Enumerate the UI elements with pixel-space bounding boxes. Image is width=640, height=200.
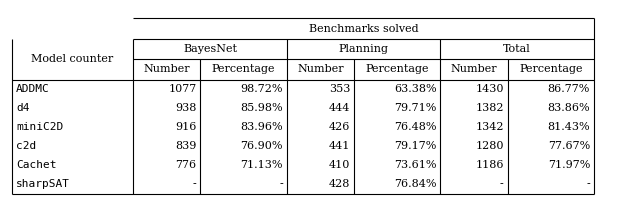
Text: 76.84%: 76.84% xyxy=(394,179,436,189)
Text: Percentage: Percentage xyxy=(212,64,275,74)
Text: 79.17%: 79.17% xyxy=(394,141,436,151)
Text: -: - xyxy=(500,179,504,189)
Text: Model counter: Model counter xyxy=(31,54,113,64)
Text: 85.98%: 85.98% xyxy=(240,103,283,113)
Text: 1382: 1382 xyxy=(475,103,504,113)
Text: 428: 428 xyxy=(329,179,350,189)
Text: 441: 441 xyxy=(329,141,350,151)
Text: 839: 839 xyxy=(175,141,196,151)
Text: 938: 938 xyxy=(175,103,196,113)
Text: d4: d4 xyxy=(16,103,29,113)
Text: 353: 353 xyxy=(329,84,350,94)
Text: 77.67%: 77.67% xyxy=(548,141,590,151)
Text: 776: 776 xyxy=(175,160,196,170)
Text: 79.71%: 79.71% xyxy=(394,103,436,113)
Text: 81.43%: 81.43% xyxy=(547,122,590,132)
Text: 76.48%: 76.48% xyxy=(394,122,436,132)
Text: 1430: 1430 xyxy=(475,84,504,94)
Text: Planning: Planning xyxy=(339,44,388,54)
Text: 1342: 1342 xyxy=(475,122,504,132)
Text: 1077: 1077 xyxy=(168,84,196,94)
Text: 76.90%: 76.90% xyxy=(241,141,283,151)
Text: 444: 444 xyxy=(329,103,350,113)
Text: -: - xyxy=(279,179,283,189)
Text: 426: 426 xyxy=(329,122,350,132)
Text: Number: Number xyxy=(297,64,344,74)
Text: Total: Total xyxy=(503,44,531,54)
Text: ADDMC: ADDMC xyxy=(16,84,50,94)
Text: 83.86%: 83.86% xyxy=(547,103,590,113)
Text: Percentage: Percentage xyxy=(365,64,429,74)
Text: Number: Number xyxy=(451,64,497,74)
Text: 83.96%: 83.96% xyxy=(240,122,283,132)
Text: Percentage: Percentage xyxy=(519,64,582,74)
Text: 1186: 1186 xyxy=(475,160,504,170)
Text: c2d: c2d xyxy=(16,141,36,151)
Text: 410: 410 xyxy=(329,160,350,170)
Text: 63.38%: 63.38% xyxy=(394,84,436,94)
Text: 1280: 1280 xyxy=(475,141,504,151)
Text: -: - xyxy=(586,179,590,189)
Text: 98.72%: 98.72% xyxy=(241,84,283,94)
Text: Benchmarks solved: Benchmarks solved xyxy=(308,24,419,34)
Text: -: - xyxy=(193,179,196,189)
Text: Number: Number xyxy=(143,64,190,74)
Text: BayesNet: BayesNet xyxy=(183,44,237,54)
Text: 86.77%: 86.77% xyxy=(548,84,590,94)
Text: 916: 916 xyxy=(175,122,196,132)
Text: sharpSAT: sharpSAT xyxy=(16,179,70,189)
Text: Cachet: Cachet xyxy=(16,160,56,170)
Text: 71.97%: 71.97% xyxy=(548,160,590,170)
Text: miniC2D: miniC2D xyxy=(16,122,63,132)
Text: 71.13%: 71.13% xyxy=(241,160,283,170)
Text: 73.61%: 73.61% xyxy=(394,160,436,170)
